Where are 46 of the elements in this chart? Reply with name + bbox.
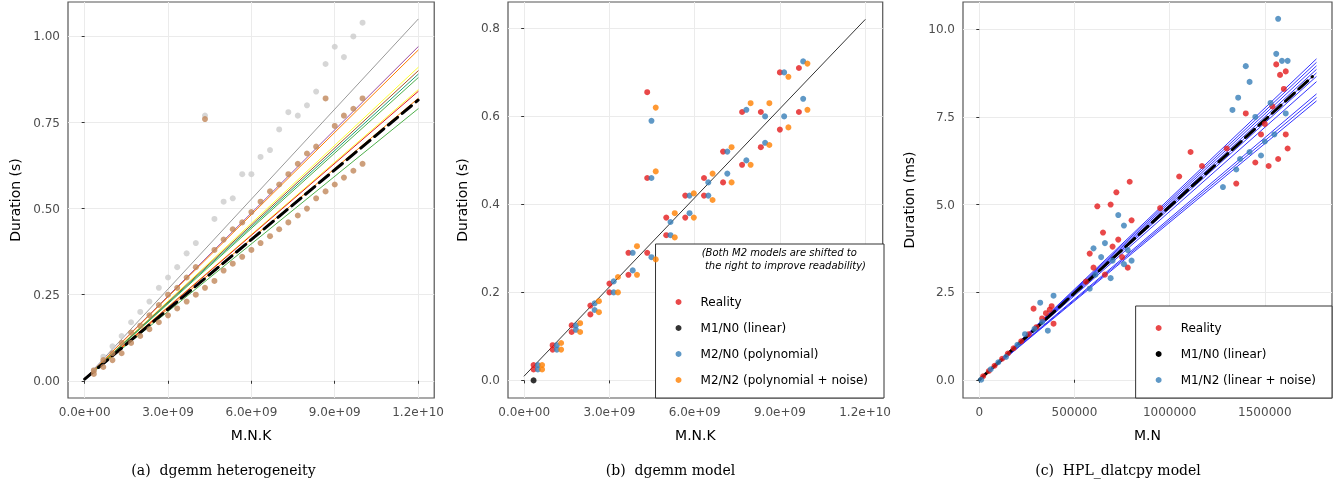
x-tick-label: 1500000 <box>1238 405 1292 419</box>
y-tick-label: 0.4 <box>480 197 500 212</box>
legend-label: M1/N0 (linear) <box>1180 347 1267 361</box>
x-tick-label: 1.2e+10 <box>392 405 444 419</box>
x-axis-title: M.N.K <box>675 427 717 443</box>
x-tick-label: 1.2e+10 <box>839 405 891 419</box>
legend-title: (Both M2 models are shifted to the right to improve readability) <box>701 247 866 271</box>
y-tick-label: 5.0 <box>935 197 955 212</box>
y-tick-label: 0.2 <box>480 285 500 300</box>
y-tick-label: 0.8 <box>480 21 500 36</box>
x-tick-label: 0.0e+00 <box>498 405 551 419</box>
y-tick-label: 0.50 <box>33 201 60 216</box>
x-tick-label: 9.0e+09 <box>753 405 806 419</box>
y-axis-title: Duration (s) <box>454 158 470 242</box>
legend-label: Reality <box>700 295 742 309</box>
y-axis-title: Duration (s) <box>7 158 23 242</box>
y-tick-label: 0.75 <box>33 115 60 130</box>
y-tick-label: 7.5 <box>935 109 955 124</box>
x-tick-label: 0 <box>975 405 984 419</box>
legend-label: Reality <box>1180 321 1222 335</box>
x-axis-title: M.N <box>1133 427 1162 443</box>
x-tick-label: 500000 <box>1051 405 1098 419</box>
text: (c) HPL_dlatcpy model <box>1035 462 1202 479</box>
x-axis-title: M.N.K <box>230 427 273 443</box>
y-tick-label: 0.0 <box>935 372 955 387</box>
x-tick-label: 1000000 <box>1142 405 1197 419</box>
legend-label: M1/N2 (linear + noise) <box>1180 373 1317 387</box>
y-tick-label: 0.00 <box>33 373 60 388</box>
x-tick-label: 6.0e+09 <box>668 405 721 419</box>
y-tick-label: 0.25 <box>33 287 60 302</box>
y-axis-title: Duration (ms) <box>901 151 917 249</box>
legend-label: M2/N2 (polynomial + noise) <box>700 373 869 387</box>
y-tick-label: 10.0 <box>928 22 955 37</box>
x-tick-label: 6.0e+09 <box>225 405 278 419</box>
text: (a) dgemm heterogeneity <box>131 462 316 478</box>
x-tick-label: 3.0e+09 <box>142 405 194 419</box>
legend-label: M2/N0 (polynomial) <box>700 347 819 361</box>
x-tick-label: 0.0e+00 <box>58 405 111 419</box>
text: (b) dgemm model <box>605 462 736 478</box>
x-tick-label: 3.0e+09 <box>583 405 636 419</box>
x-tick-label: 9.0e+09 <box>308 405 361 419</box>
y-tick-label: 0.0 <box>480 373 500 388</box>
y-tick-label: 0.6 <box>480 109 500 124</box>
y-tick-label: 2.5 <box>935 285 955 300</box>
y-tick-label: 1.00 <box>33 29 60 44</box>
legend-label: M1/N0 (linear) <box>700 321 787 335</box>
